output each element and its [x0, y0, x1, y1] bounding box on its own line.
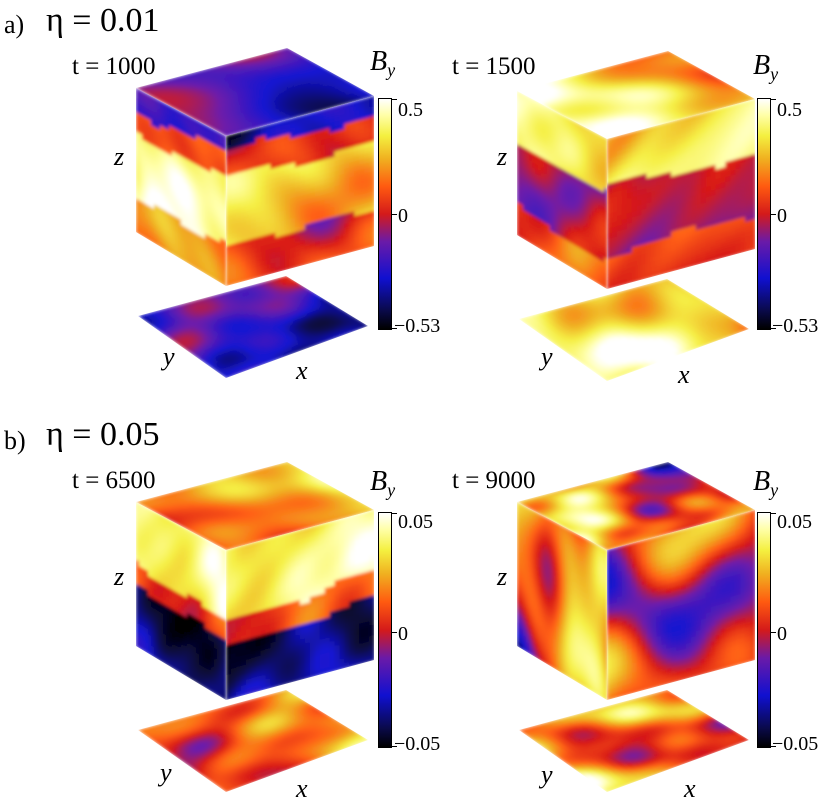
- panel-b1-bottom-slice: [138, 690, 369, 793]
- panel-b2-bottom-slice: [519, 690, 750, 793]
- panel-a1-bottom-slice: [138, 276, 369, 379]
- panel-a2-bottom-slice: [519, 279, 750, 382]
